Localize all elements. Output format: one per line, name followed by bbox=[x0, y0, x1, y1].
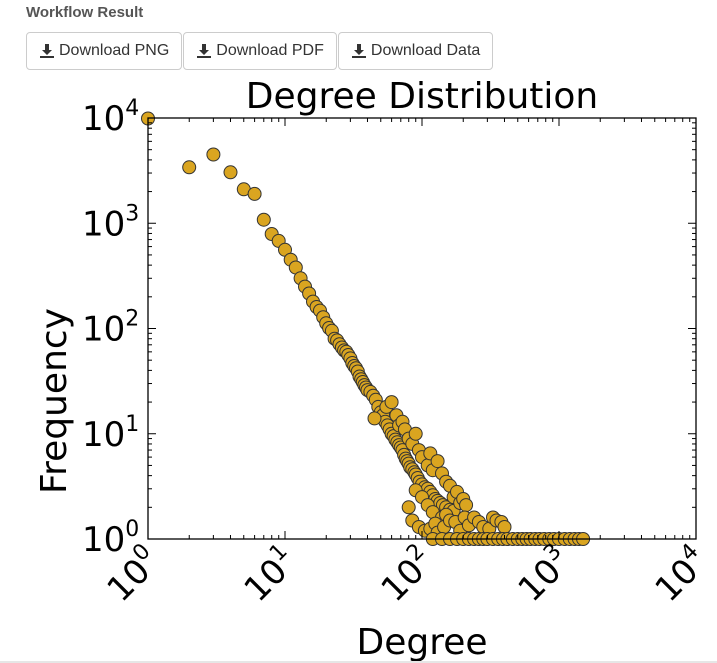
download-icon bbox=[196, 43, 212, 59]
data-point-3 bbox=[223, 165, 238, 180]
x-tick-label: 104 bbox=[645, 539, 716, 610]
data-point-108 bbox=[401, 500, 416, 515]
data-point-6 bbox=[256, 212, 271, 227]
download-data-button[interactable]: Download Data bbox=[337, 32, 494, 70]
download-pdf-button[interactable]: Download PDF bbox=[183, 32, 337, 70]
data-point-87 bbox=[408, 426, 423, 441]
x-tick-label: 101 bbox=[234, 539, 305, 610]
data-point-78 bbox=[367, 411, 382, 426]
data-point-2 bbox=[206, 147, 221, 162]
y-tick-label: 101 bbox=[82, 412, 139, 455]
y-tick-label: 104 bbox=[82, 96, 139, 139]
degree-distribution-plot: Degree Distribution Frequency Degree 100… bbox=[34, 76, 716, 661]
data-point-128 bbox=[497, 520, 512, 534]
y-axis-label: Frequency bbox=[34, 308, 75, 494]
download-pdf-label: Download PDF bbox=[216, 42, 324, 59]
data-point-80 bbox=[384, 395, 399, 410]
data-point-5 bbox=[247, 186, 262, 201]
scatter-points bbox=[141, 111, 591, 546]
y-tick-label: 102 bbox=[82, 307, 139, 350]
x-axis-label: Degree bbox=[356, 622, 487, 661]
x-tick-label: 102 bbox=[371, 539, 442, 610]
download-png-label: Download PNG bbox=[59, 42, 170, 59]
download-icon bbox=[39, 43, 55, 59]
bottom-divider bbox=[0, 661, 717, 663]
data-point-93 bbox=[430, 454, 445, 469]
data-point-101 bbox=[459, 498, 474, 513]
y-tick-label: 103 bbox=[82, 201, 139, 244]
workflow-result-title: Workflow Result bbox=[26, 4, 144, 21]
data-point-1 bbox=[182, 160, 197, 175]
x-tick-label: 103 bbox=[508, 539, 579, 610]
download-toolbar: Download PNG Download PDF Download Data bbox=[26, 32, 494, 70]
plot-frame bbox=[147, 117, 697, 540]
y-tick-label: 100 bbox=[82, 517, 139, 560]
download-data-label: Download Data bbox=[370, 42, 481, 59]
download-icon bbox=[351, 43, 367, 59]
chart-title: Degree Distribution bbox=[246, 76, 599, 117]
download-png-button[interactable]: Download PNG bbox=[26, 32, 183, 70]
